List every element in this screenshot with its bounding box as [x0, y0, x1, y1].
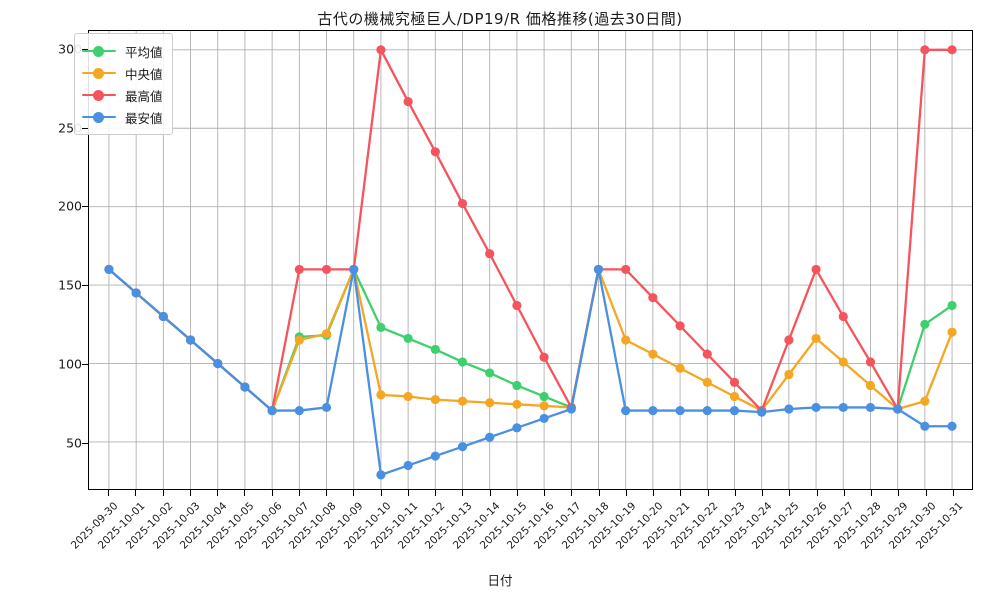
x-tick-mark — [244, 490, 246, 496]
y-tick-mark — [82, 127, 88, 129]
x-tick-mark — [135, 490, 137, 496]
y-axis-label: 値 (円) — [0, 213, 2, 252]
chart-title: 古代の機械究極巨人/DP19/R 価格推移(過去30日間) — [317, 10, 683, 28]
y-tick-mark — [82, 285, 88, 287]
y-tick-mark — [82, 48, 88, 50]
x-tick-mark — [571, 490, 573, 496]
y-tick-mark — [82, 206, 88, 208]
x-tick-mark — [816, 490, 818, 496]
x-tick-mark — [544, 490, 546, 496]
x-tick-mark — [298, 490, 300, 496]
x-tick-mark — [217, 490, 219, 496]
x-axis-tick-labels: 2025-09-30 2025-10-01 2025-10-02 2025-10-03… — [0, 496, 1000, 576]
line-marker-icon — [82, 44, 116, 58]
line-marker-icon — [82, 88, 116, 102]
x-tick-mark — [407, 490, 409, 496]
legend-item: 中央値 — [82, 62, 163, 84]
x-tick-mark — [789, 490, 791, 496]
legend-item: 平均値 — [82, 40, 163, 62]
x-tick-mark — [762, 490, 764, 496]
y-tick-label: 50 — [66, 435, 82, 451]
legend-item: 最高値 — [82, 84, 163, 106]
plot-area — [88, 30, 973, 490]
x-tick-mark — [271, 490, 273, 496]
x-tick-mark — [516, 490, 518, 496]
x-tick-mark — [598, 490, 600, 496]
legend-label: 最高値 — [125, 88, 163, 104]
legend-label: 中央値 — [125, 66, 163, 82]
x-tick-mark — [653, 490, 655, 496]
line-marker-icon — [82, 66, 116, 80]
y-tick-mark — [82, 442, 88, 444]
x-tick-mark — [898, 490, 900, 496]
legend-label: 平均値 — [125, 44, 163, 60]
x-tick-mark — [680, 490, 682, 496]
line-marker-icon — [82, 110, 116, 124]
x-tick-mark — [707, 490, 709, 496]
x-tick-mark — [462, 490, 464, 496]
x-tick-mark — [189, 490, 191, 496]
x-axis-label: 日付 — [487, 573, 513, 588]
x-tick-mark — [871, 490, 873, 496]
x-tick-mark — [326, 490, 328, 496]
x-tick-mark — [162, 490, 164, 496]
x-tick-mark — [625, 490, 627, 496]
x-tick-mark — [843, 490, 845, 496]
x-tick-mark — [435, 490, 437, 496]
y-tick-mark — [82, 363, 88, 365]
x-tick-mark — [925, 490, 927, 496]
legend-label: 最安値 — [125, 110, 163, 126]
x-tick-mark — [953, 490, 954, 496]
chart-legend: 平均値中央値最高値最安値 — [74, 33, 173, 135]
series-lines — [104, 45, 957, 480]
y-tick-label: 150 — [58, 277, 82, 293]
x-tick-mark — [353, 490, 355, 496]
legend-item: 最安値 — [82, 106, 163, 128]
y-tick-label: 100 — [58, 356, 82, 372]
y-tick-label: 200 — [58, 198, 82, 214]
x-tick-mark — [489, 490, 491, 496]
x-tick-mark — [734, 490, 736, 496]
x-tick-mark — [380, 490, 382, 496]
x-tick-mark — [108, 490, 109, 496]
